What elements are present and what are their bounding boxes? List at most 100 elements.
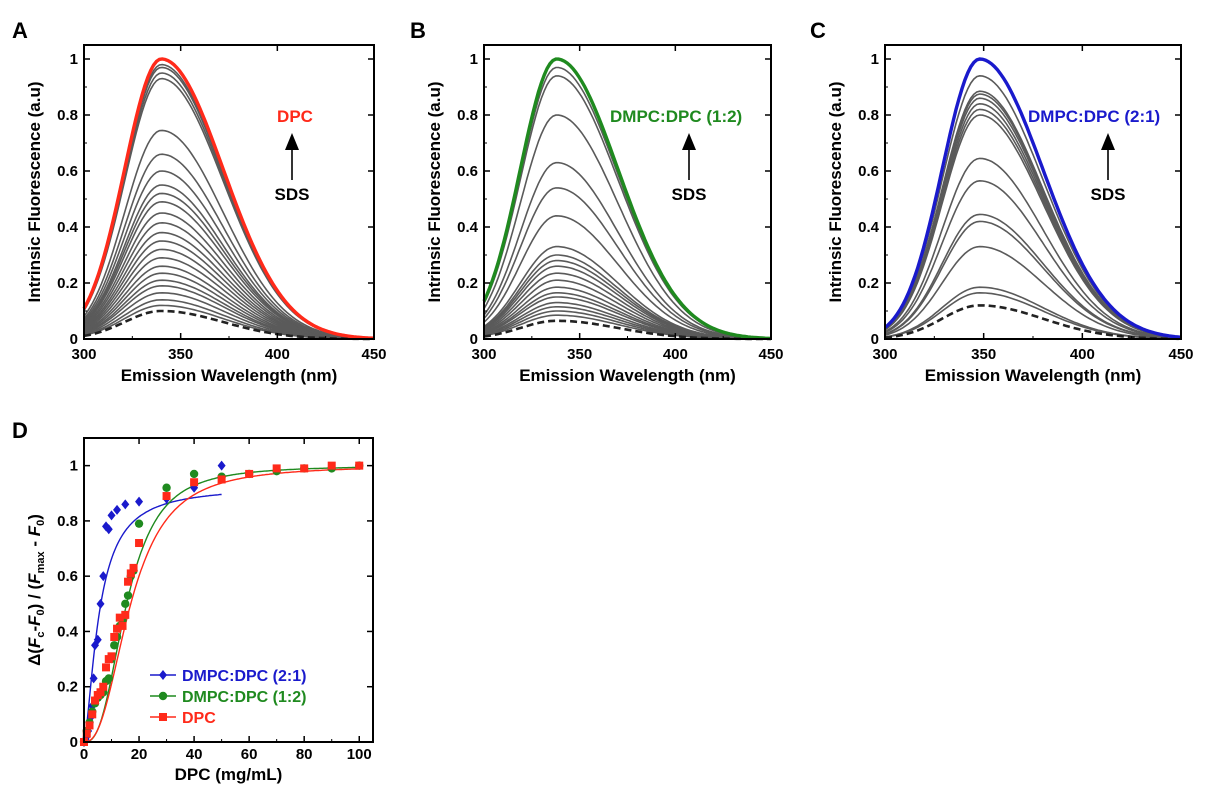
y-tick-label: 1	[70, 51, 78, 68]
arrow-label: SDS	[1091, 185, 1126, 204]
data-point	[300, 464, 309, 473]
y-tick-label: 0.2	[858, 275, 879, 292]
arrow-head	[1101, 133, 1115, 150]
x-tick-label: 20	[131, 746, 148, 763]
x-tick-label: 80	[296, 746, 313, 763]
data-point	[107, 652, 116, 661]
data-point	[162, 483, 171, 492]
emission-curve	[884, 157, 1182, 339]
y-tick-label: 0.2	[457, 275, 478, 292]
data-point	[89, 673, 98, 684]
y-tick-label: 0.8	[57, 513, 78, 530]
label-part: ) / (	[25, 583, 44, 609]
legend-label: DMPC:DPC (1:2)	[182, 689, 306, 706]
y-tick-label: 0	[70, 331, 78, 348]
arrow-label: SDS	[672, 185, 707, 204]
data-point	[93, 634, 102, 645]
panel-d: D 0 20 40 60 80 100 0 0.2 0.4 0.6 0.8 1 DPC (mg/mL) Δ(…	[12, 418, 374, 784]
plot-frame	[884, 44, 1182, 340]
highlight-curve	[883, 57, 1182, 339]
label-part: c	[35, 632, 47, 638]
data-point	[118, 621, 127, 630]
data-point	[126, 569, 135, 578]
fit-curve	[83, 493, 222, 743]
emission-curve	[483, 161, 772, 340]
y-tick-label: 0.8	[858, 107, 879, 124]
label-part: 0	[35, 520, 47, 526]
x-tick-label: 100	[347, 746, 372, 763]
data-point	[99, 682, 108, 691]
legend-label: DMPC:DPC (2:1)	[182, 668, 306, 685]
x-tick-label: 0	[80, 746, 88, 763]
data-point	[96, 598, 105, 609]
emission-curve	[83, 129, 375, 340]
y-tick-label: 0	[470, 331, 478, 348]
label-part: F	[25, 637, 44, 648]
emission-curve	[884, 245, 1182, 340]
data-point	[190, 478, 199, 487]
y-axis-label: Intrinsic Fluorescence (a.u)	[25, 81, 44, 302]
y-tick-label: 0.8	[57, 107, 78, 124]
x-tick-label: 400	[1070, 346, 1095, 363]
data-point	[110, 632, 119, 641]
x-tick-label: 450	[1168, 346, 1193, 363]
data-point	[85, 721, 94, 730]
x-tick-label: 400	[265, 346, 290, 363]
data-point	[217, 460, 226, 471]
y-tick-label: 0	[70, 734, 78, 751]
x-axis-label: DPC (mg/mL)	[175, 765, 283, 784]
series-annotation: DMPC:DPC (2:1)	[1028, 107, 1160, 126]
y-tick-label: 0.2	[57, 275, 78, 292]
data-point	[91, 696, 100, 705]
y-tick-label: 0.4	[858, 219, 880, 236]
data-point	[110, 641, 119, 650]
y-tick-label: 0.6	[858, 163, 879, 180]
data-point	[107, 510, 116, 521]
data-point	[162, 492, 171, 501]
highlight-curve	[82, 57, 375, 340]
x-tick-label: 300	[872, 346, 897, 363]
label-part: -	[25, 536, 44, 551]
arrow-label: SDS	[275, 185, 310, 204]
data-point	[129, 563, 138, 572]
data-point	[115, 613, 124, 622]
y-tick-label: 0.6	[57, 568, 78, 585]
x-axis-label: Emission Wavelength (nm)	[121, 366, 338, 385]
legend-marker	[159, 670, 167, 680]
data-point	[99, 571, 108, 582]
x-tick-label: 60	[241, 746, 258, 763]
legend-marker	[159, 713, 167, 721]
data-point	[135, 496, 144, 507]
arrow-head	[682, 133, 696, 150]
plot-frame	[83, 437, 374, 743]
data-point	[121, 499, 130, 510]
emission-curve	[884, 179, 1182, 339]
x-tick-label: 450	[758, 346, 783, 363]
arrow-head	[285, 133, 299, 150]
y-tick-label: 0.4	[57, 219, 79, 236]
legend-marker	[158, 691, 168, 701]
y-tick-label: 0.8	[457, 107, 478, 124]
data-point	[121, 610, 130, 619]
label-part: F	[25, 615, 44, 626]
y-tick-label: 1	[470, 51, 478, 68]
data-point	[96, 688, 105, 697]
x-tick-label: 350	[971, 346, 996, 363]
label-part: 0	[35, 609, 47, 615]
series-annotation: DMPC:DPC (1:2)	[610, 107, 742, 126]
panel-letter: D	[12, 418, 28, 443]
x-tick-label: 300	[471, 346, 496, 363]
data-point	[104, 524, 113, 535]
x-axis-label: Emission Wavelength (nm)	[519, 366, 736, 385]
panel-a: A 300 350 400 450 0 0.2 0.4 0.6 0.8 1 Emission Wave…	[12, 18, 387, 385]
panel-b: B 300 350 400 450 0 0.2 0.4 0.6 0.8 1 Emission Wave…	[410, 18, 784, 385]
label-part: F	[25, 573, 44, 584]
legend-label: DPC	[182, 710, 216, 727]
y-tick-label: 1	[871, 51, 879, 68]
data-point	[217, 475, 226, 484]
data-point	[189, 469, 199, 479]
y-tick-label: 0.6	[457, 163, 478, 180]
panel-letter: A	[12, 18, 28, 43]
data-point	[113, 504, 122, 515]
